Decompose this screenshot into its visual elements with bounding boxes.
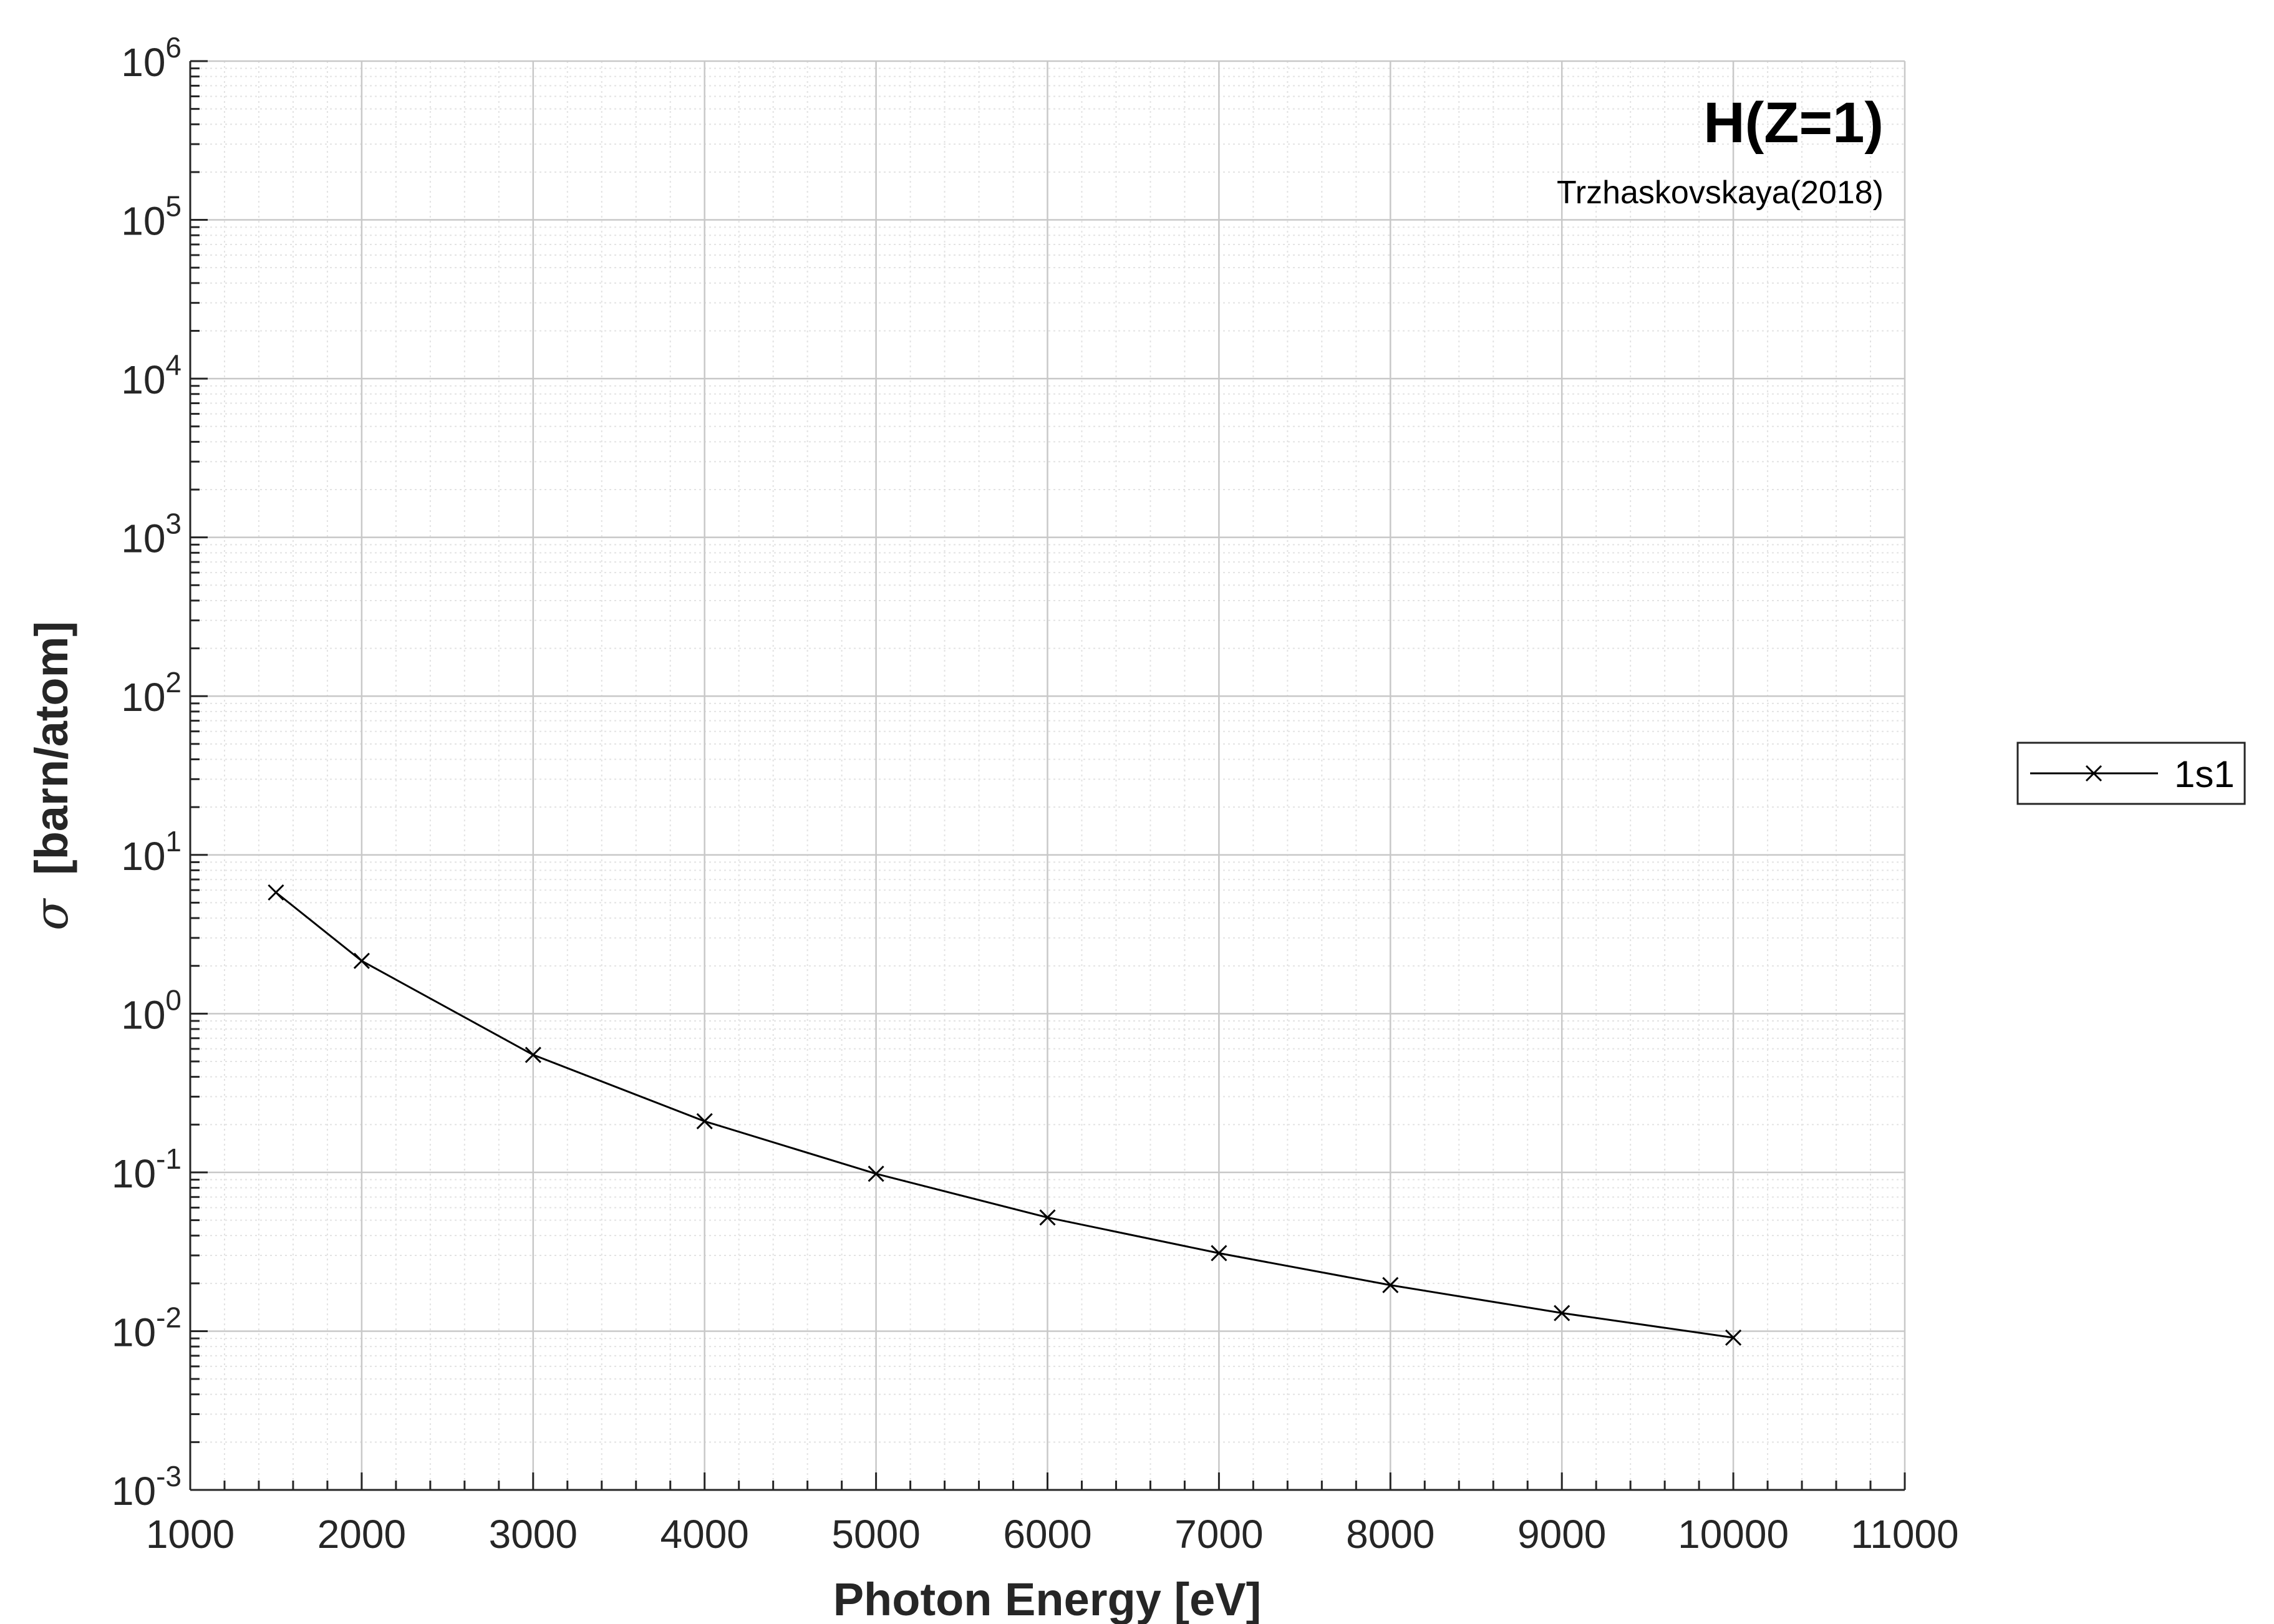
y-tick-label: 104: [121, 349, 181, 402]
data-point-marker: [1039, 1209, 1056, 1226]
marker-stroke: [1039, 1209, 1056, 1226]
x-tick-label: 9000: [1517, 1512, 1606, 1557]
data-point-marker: [1725, 1329, 1742, 1346]
y-tick-label: 10-3: [112, 1460, 181, 1514]
y-axis-title-text: [barn/atom]: [26, 621, 77, 875]
y-tick-label: 101: [121, 825, 181, 879]
marker-stroke: [1211, 1245, 1227, 1262]
y-tick-label-exponent: 3: [165, 508, 181, 540]
y-tick-label-base: 10: [121, 516, 165, 561]
tick-label-layer: 1000 2000 3000 4000 5000 6000 7000 8000 9000 1000…: [112, 31, 1959, 1557]
x-tick-label: 7000: [1174, 1512, 1263, 1557]
y-tick-label-exponent: 2: [165, 666, 181, 698]
y-tick-label-base: 10: [121, 40, 165, 85]
y-tick-label: 103: [121, 508, 181, 561]
legend-marker-x: [2085, 765, 2102, 782]
y-tick-label: 105: [121, 190, 181, 244]
y-tick-label-base: 10: [112, 1310, 156, 1355]
x-tick-label: 1000: [146, 1512, 235, 1557]
chart-subtitle: Trzhaskovskaya(2018): [1557, 175, 1884, 211]
y-tick-label-exponent: 1: [165, 825, 181, 858]
x-tick-label: 3000: [489, 1512, 578, 1557]
marker-stroke: [1725, 1329, 1742, 1346]
series-line-1s1: [275, 891, 1734, 1339]
marker-stroke: [868, 1166, 884, 1182]
y-tick-label-exponent: 0: [165, 984, 181, 1016]
y-tick-label-base: 10: [112, 1469, 156, 1514]
x-tick-label: 2000: [317, 1512, 406, 1557]
data-point-marker: [1382, 1277, 1399, 1293]
y-tick-label-exponent: -1: [156, 1143, 181, 1175]
x-tick-label: 11000: [1851, 1512, 1958, 1557]
data-point-marker: [696, 1113, 713, 1129]
marker-stroke: [353, 952, 370, 969]
data-point-marker: [353, 952, 370, 969]
y-tick-label-base: 10: [121, 357, 165, 402]
y-tick-label-base: 10: [121, 675, 165, 720]
y-tick-label-exponent: -3: [156, 1460, 181, 1492]
y-tick-label: 100: [121, 984, 181, 1037]
y-axis-title: σ [barn/atom]: [25, 621, 79, 930]
legend: 1s1: [2016, 742, 2246, 805]
series-layer: [268, 884, 1742, 1346]
grid-layer: [189, 60, 1906, 1491]
y-tick-label-exponent: 5: [165, 190, 181, 223]
x-tick-label: 4000: [660, 1512, 749, 1557]
y-tick-label-base: 10: [121, 992, 165, 1037]
chart-title: H(Z=1): [1703, 91, 1884, 155]
x-axis-title: Photon Energy [eV]: [833, 1573, 1262, 1624]
data-point-marker: [268, 884, 284, 901]
y-axis-sigma-symbol: σ: [25, 897, 79, 930]
x-tick-label: 5000: [831, 1512, 920, 1557]
marker-stroke: [1554, 1305, 1570, 1322]
x-tick-label: 10000: [1678, 1512, 1789, 1557]
y-tick-label-exponent: 6: [165, 31, 181, 64]
y-tick-label-exponent: -2: [156, 1301, 181, 1333]
data-point-marker: [868, 1166, 884, 1182]
axes-layer: [189, 60, 1906, 1491]
y-tick-label-exponent: 4: [165, 349, 181, 381]
data-point-marker: [1554, 1305, 1570, 1322]
y-tick-label: 10-1: [112, 1143, 181, 1196]
x-tick-label: 8000: [1346, 1512, 1435, 1557]
y-tick-label-base: 10: [121, 834, 165, 879]
marker-stroke: [696, 1113, 713, 1129]
y-tick-label-base: 10: [121, 199, 165, 244]
data-point-marker: [1211, 1245, 1227, 1262]
svg-text:σ [barn/atom]: σ [barn/atom]: [25, 621, 79, 930]
x-tick-label: 6000: [1003, 1512, 1091, 1557]
marker-stroke: [268, 884, 284, 901]
marker-stroke: [1382, 1277, 1399, 1293]
y-tick-label-base: 10: [112, 1151, 156, 1196]
y-tick-label: 106: [121, 31, 181, 85]
legend-label-1s1: 1s1: [2174, 753, 2235, 795]
marker-stroke: [525, 1046, 541, 1063]
data-point-marker: [525, 1046, 541, 1063]
y-tick-label: 102: [121, 666, 181, 720]
y-tick-label: 10-2: [112, 1301, 181, 1355]
